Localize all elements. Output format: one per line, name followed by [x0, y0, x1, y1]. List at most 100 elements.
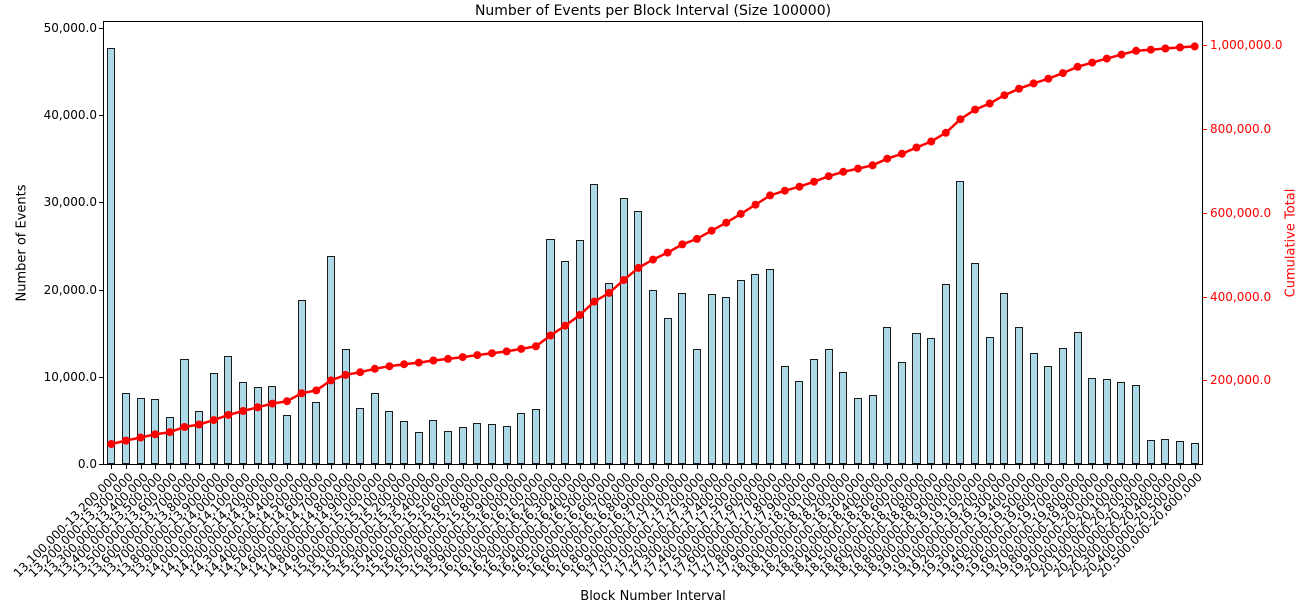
cumulative-point — [195, 420, 204, 429]
bar — [853, 397, 862, 464]
cumulative-point — [1190, 42, 1199, 51]
bar — [590, 184, 599, 464]
bar — [707, 293, 716, 464]
bar — [868, 395, 877, 464]
bar — [839, 372, 848, 464]
cumulative-point — [780, 186, 789, 195]
x-tick-mark — [799, 465, 801, 469]
cumulative-point — [297, 389, 306, 398]
cumulative-point — [590, 297, 599, 306]
bar — [458, 426, 467, 464]
x-tick-mark — [1092, 465, 1094, 469]
cumulative-point — [1176, 43, 1184, 52]
cumulative-point — [414, 358, 423, 367]
cumulative-point — [736, 209, 745, 218]
x-tick-mark — [330, 465, 332, 469]
cumulative-point — [356, 368, 365, 377]
x-tick-mark — [1136, 465, 1138, 469]
plot-area — [104, 22, 1202, 464]
x-tick-mark — [1180, 465, 1181, 469]
y-tick-label-left: 0.0 — [77, 457, 97, 471]
x-tick-mark — [726, 465, 728, 469]
x-tick-mark — [1077, 465, 1079, 469]
x-tick-mark — [872, 465, 874, 469]
axis-spine-bottom — [103, 464, 1203, 465]
x-tick-mark — [228, 465, 230, 469]
x-tick-mark — [243, 465, 245, 469]
cumulative-point — [1146, 45, 1155, 54]
cumulative-point — [1132, 46, 1141, 55]
cumulative-point — [575, 311, 584, 319]
axis-spine-top — [103, 21, 1203, 22]
cumulative-point — [766, 191, 775, 200]
cumulative-point — [502, 347, 511, 356]
bar — [722, 297, 731, 464]
bar — [751, 273, 760, 464]
bar — [692, 348, 701, 464]
cumulative-point — [1058, 69, 1067, 78]
x-tick-mark — [579, 465, 581, 469]
x-tick-mark — [858, 465, 859, 469]
bar — [1088, 377, 1097, 464]
cumulative-point — [692, 234, 701, 243]
axis-spine-right — [1202, 22, 1203, 465]
cumulative-point — [824, 172, 833, 181]
bar — [736, 280, 745, 464]
bar — [370, 392, 379, 464]
cumulative-point — [810, 177, 818, 186]
bar — [663, 318, 672, 464]
bar — [1000, 293, 1009, 464]
y-tick-mark-left — [99, 115, 103, 117]
x-tick-mark — [462, 465, 464, 469]
bar — [400, 421, 409, 464]
bar — [1102, 379, 1111, 464]
bar — [897, 361, 906, 464]
x-tick-mark — [653, 465, 654, 469]
x-tick-mark — [477, 465, 479, 469]
cumulative-line — [107, 42, 1199, 448]
bar — [1058, 348, 1067, 464]
x-tick-mark — [916, 465, 918, 469]
cumulative-point — [122, 436, 130, 445]
bar — [648, 289, 658, 464]
cumulative-point — [605, 288, 614, 297]
x-tick-mark — [638, 465, 640, 469]
x-tick-mark — [169, 465, 171, 469]
cumulative-point — [663, 248, 672, 257]
x-tick-mark — [506, 465, 508, 469]
bar — [780, 366, 789, 464]
x-tick-mark — [404, 465, 406, 469]
axis-spine-left — [103, 22, 104, 465]
x-tick-mark — [1048, 465, 1050, 469]
cumulative-point — [473, 351, 482, 360]
cumulative-point — [283, 397, 291, 406]
x-tick-mark — [931, 465, 933, 469]
cumulative-point — [956, 115, 965, 124]
cumulative-point — [795, 182, 804, 191]
y-tick-label-left: 20,000.0 — [43, 282, 97, 297]
bar — [253, 387, 262, 464]
bar — [180, 359, 189, 464]
cumulative-point — [1161, 44, 1170, 53]
bar — [678, 293, 687, 464]
bar — [766, 268, 775, 464]
bar — [444, 430, 453, 464]
cumulative-point — [839, 167, 848, 176]
x-tick-mark — [257, 465, 259, 469]
cumulative-polyline — [111, 45, 1195, 446]
cumulative-point — [1044, 74, 1053, 83]
bar — [473, 423, 482, 464]
bar — [356, 408, 365, 464]
x-tick-mark — [418, 465, 420, 469]
bar — [1190, 443, 1199, 464]
bar — [824, 348, 833, 464]
cumulative-point — [1073, 62, 1082, 71]
bar — [326, 256, 335, 464]
cumulative-point — [1088, 58, 1097, 67]
cumulative-point — [634, 263, 643, 272]
bar — [927, 338, 936, 464]
y-tick-label-right: 200,000.0 — [1210, 373, 1272, 388]
x-tick-mark — [623, 465, 625, 469]
x-tick-mark — [155, 465, 157, 469]
x-tick-mark — [1106, 465, 1108, 469]
